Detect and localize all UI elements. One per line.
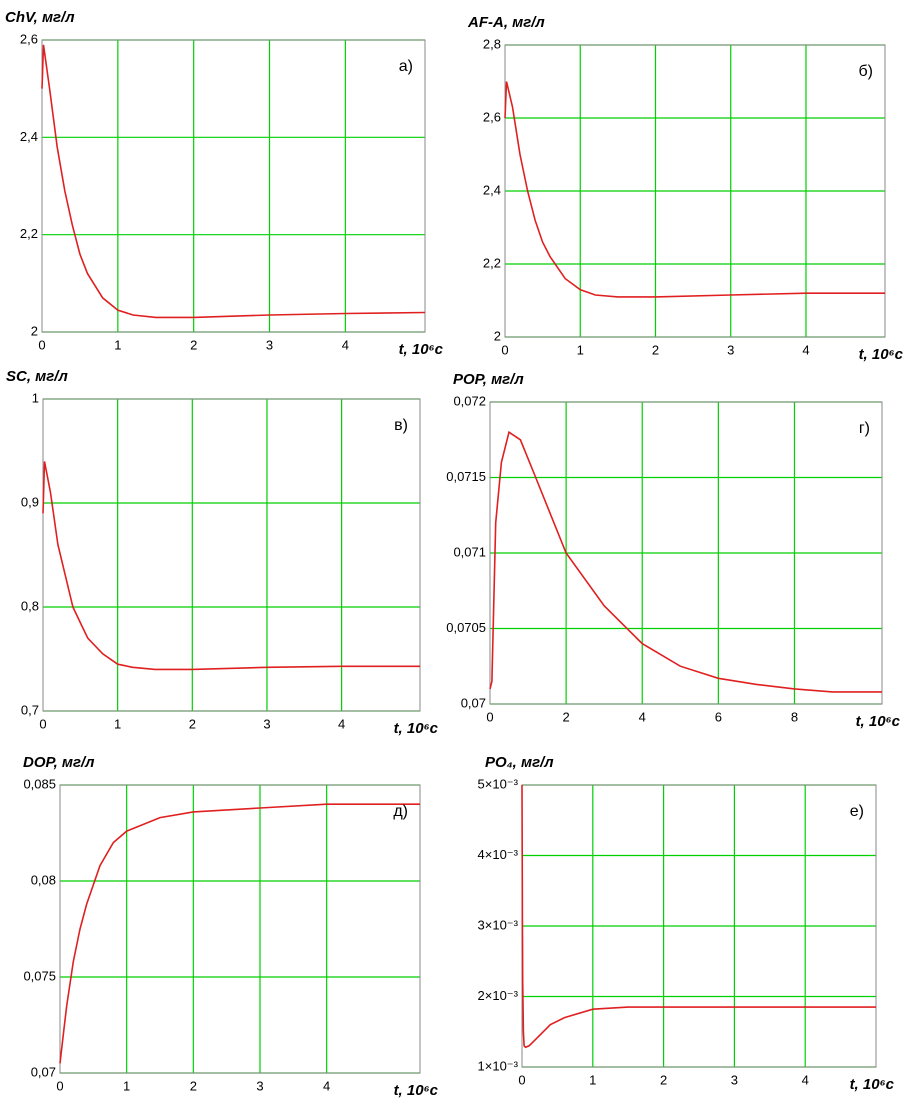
x-tick-label: 4 [639, 709, 646, 724]
plot-frame [42, 398, 421, 712]
y-tick-label: 0,8 [21, 598, 39, 613]
x-axis-label: t, 10⁶c [399, 341, 444, 358]
plot-border [42, 398, 421, 712]
y-tick-label: 2,8 [483, 36, 501, 51]
y-axis-label: AF-A, мг/л [467, 14, 545, 31]
panel-label: е) [850, 803, 864, 820]
y-axis-label: ChV, мг/л [5, 9, 75, 26]
plot-border [41, 39, 426, 333]
x-tick-label: 2 [652, 342, 659, 357]
x-tick-label: 4 [323, 1078, 330, 1093]
x-tick-label: 1 [589, 1072, 596, 1087]
x-tick-label: 3 [266, 337, 273, 352]
y-tick-label: 0,0705 [446, 620, 486, 635]
x-tick-label: 0 [486, 709, 493, 724]
x-tick-label: 0 [501, 342, 508, 357]
y-tick-label: 2 [494, 328, 501, 343]
panel-label: б) [859, 63, 874, 80]
y-tick-label: 2,2 [483, 255, 501, 270]
y-tick-label: 0,071 [453, 544, 486, 559]
y-tick-label: 2×10⁻³ [478, 988, 519, 1003]
panel-label: д) [393, 803, 408, 820]
data-line [42, 461, 420, 671]
x-axis-label: t, 10⁶c [850, 1076, 895, 1093]
x-axis-label: t, 10⁶c [394, 1082, 439, 1099]
x-tick-label: 3 [256, 1078, 263, 1093]
x-tick-label: 1 [114, 716, 121, 731]
x-tick-label: 3 [263, 716, 270, 731]
y-tick-label: 0,085 [23, 776, 56, 791]
y-tick-label: 0,075 [23, 968, 56, 983]
plot-frame [41, 39, 426, 333]
plot-border [59, 784, 421, 1074]
x-tick-label: 2 [660, 1072, 667, 1087]
y-tick-label: 2,4 [483, 182, 501, 197]
x-tick-label: 0 [39, 716, 46, 731]
x-tick-label: 2 [189, 716, 196, 731]
data-line [489, 430, 882, 693]
y-tick-label: 0,08 [31, 872, 56, 887]
x-axis-label: t, 10⁶c [859, 346, 904, 363]
plot-frame [59, 784, 421, 1074]
y-tick-label: 0,9 [21, 494, 39, 509]
y-tick-label: 2 [31, 323, 38, 338]
x-tick-label: 2 [190, 337, 197, 352]
y-axis-label: POP, мг/л [453, 371, 524, 388]
plot-border [489, 401, 883, 705]
x-tick-label: 1 [577, 342, 584, 357]
data-line [521, 784, 876, 1049]
panel-label: г) [859, 420, 870, 437]
y-tick-label: 0,0715 [446, 469, 486, 484]
data-line [41, 44, 426, 319]
y-tick-label: 2,6 [20, 31, 38, 46]
x-tick-label: 0 [56, 1078, 63, 1093]
y-tick-label: 2,4 [20, 129, 38, 144]
x-axis-label: t, 10⁶c [394, 720, 439, 737]
x-axis-label: t, 10⁶c [856, 713, 901, 730]
y-tick-label: 3×10⁻³ [478, 917, 519, 932]
x-tick-label: 4 [802, 342, 809, 357]
x-tick-label: 3 [731, 1072, 738, 1087]
y-tick-label: 0,7 [21, 702, 39, 717]
x-tick-label: 8 [791, 709, 798, 724]
y-tick-label: 0,072 [453, 393, 486, 408]
y-axis-label: DOP, мг/л [23, 754, 95, 771]
y-tick-label: 0,07 [461, 695, 486, 710]
panel-label: в) [394, 417, 408, 434]
x-tick-label: 0 [38, 337, 45, 352]
x-tick-label: 4 [338, 716, 345, 731]
y-tick-label: 2,6 [483, 109, 501, 124]
y-axis-label: SC, мг/л [6, 368, 68, 385]
y-axis-label: PO₄, мг/л [485, 754, 554, 771]
y-tick-label: 1×10⁻³ [478, 1058, 519, 1073]
y-tick-label: 1 [32, 390, 39, 405]
y-tick-label: 0,07 [31, 1064, 56, 1079]
plot-border [504, 44, 886, 338]
data-line [59, 803, 420, 1064]
data-line [504, 81, 885, 298]
y-tick-label: 4×10⁻³ [478, 847, 519, 862]
x-tick-label: 3 [727, 342, 734, 357]
x-tick-label: 2 [562, 709, 569, 724]
y-tick-label: 2,2 [20, 226, 38, 241]
x-tick-label: 4 [802, 1072, 809, 1087]
x-tick-label: 1 [114, 337, 121, 352]
x-tick-label: 6 [715, 709, 722, 724]
panel-label: а) [399, 58, 413, 75]
y-tick-label: 5×10⁻³ [478, 776, 519, 791]
x-tick-label: 0 [518, 1072, 525, 1087]
x-tick-label: 2 [190, 1078, 197, 1093]
x-tick-label: 4 [342, 337, 349, 352]
x-tick-label: 1 [123, 1078, 130, 1093]
